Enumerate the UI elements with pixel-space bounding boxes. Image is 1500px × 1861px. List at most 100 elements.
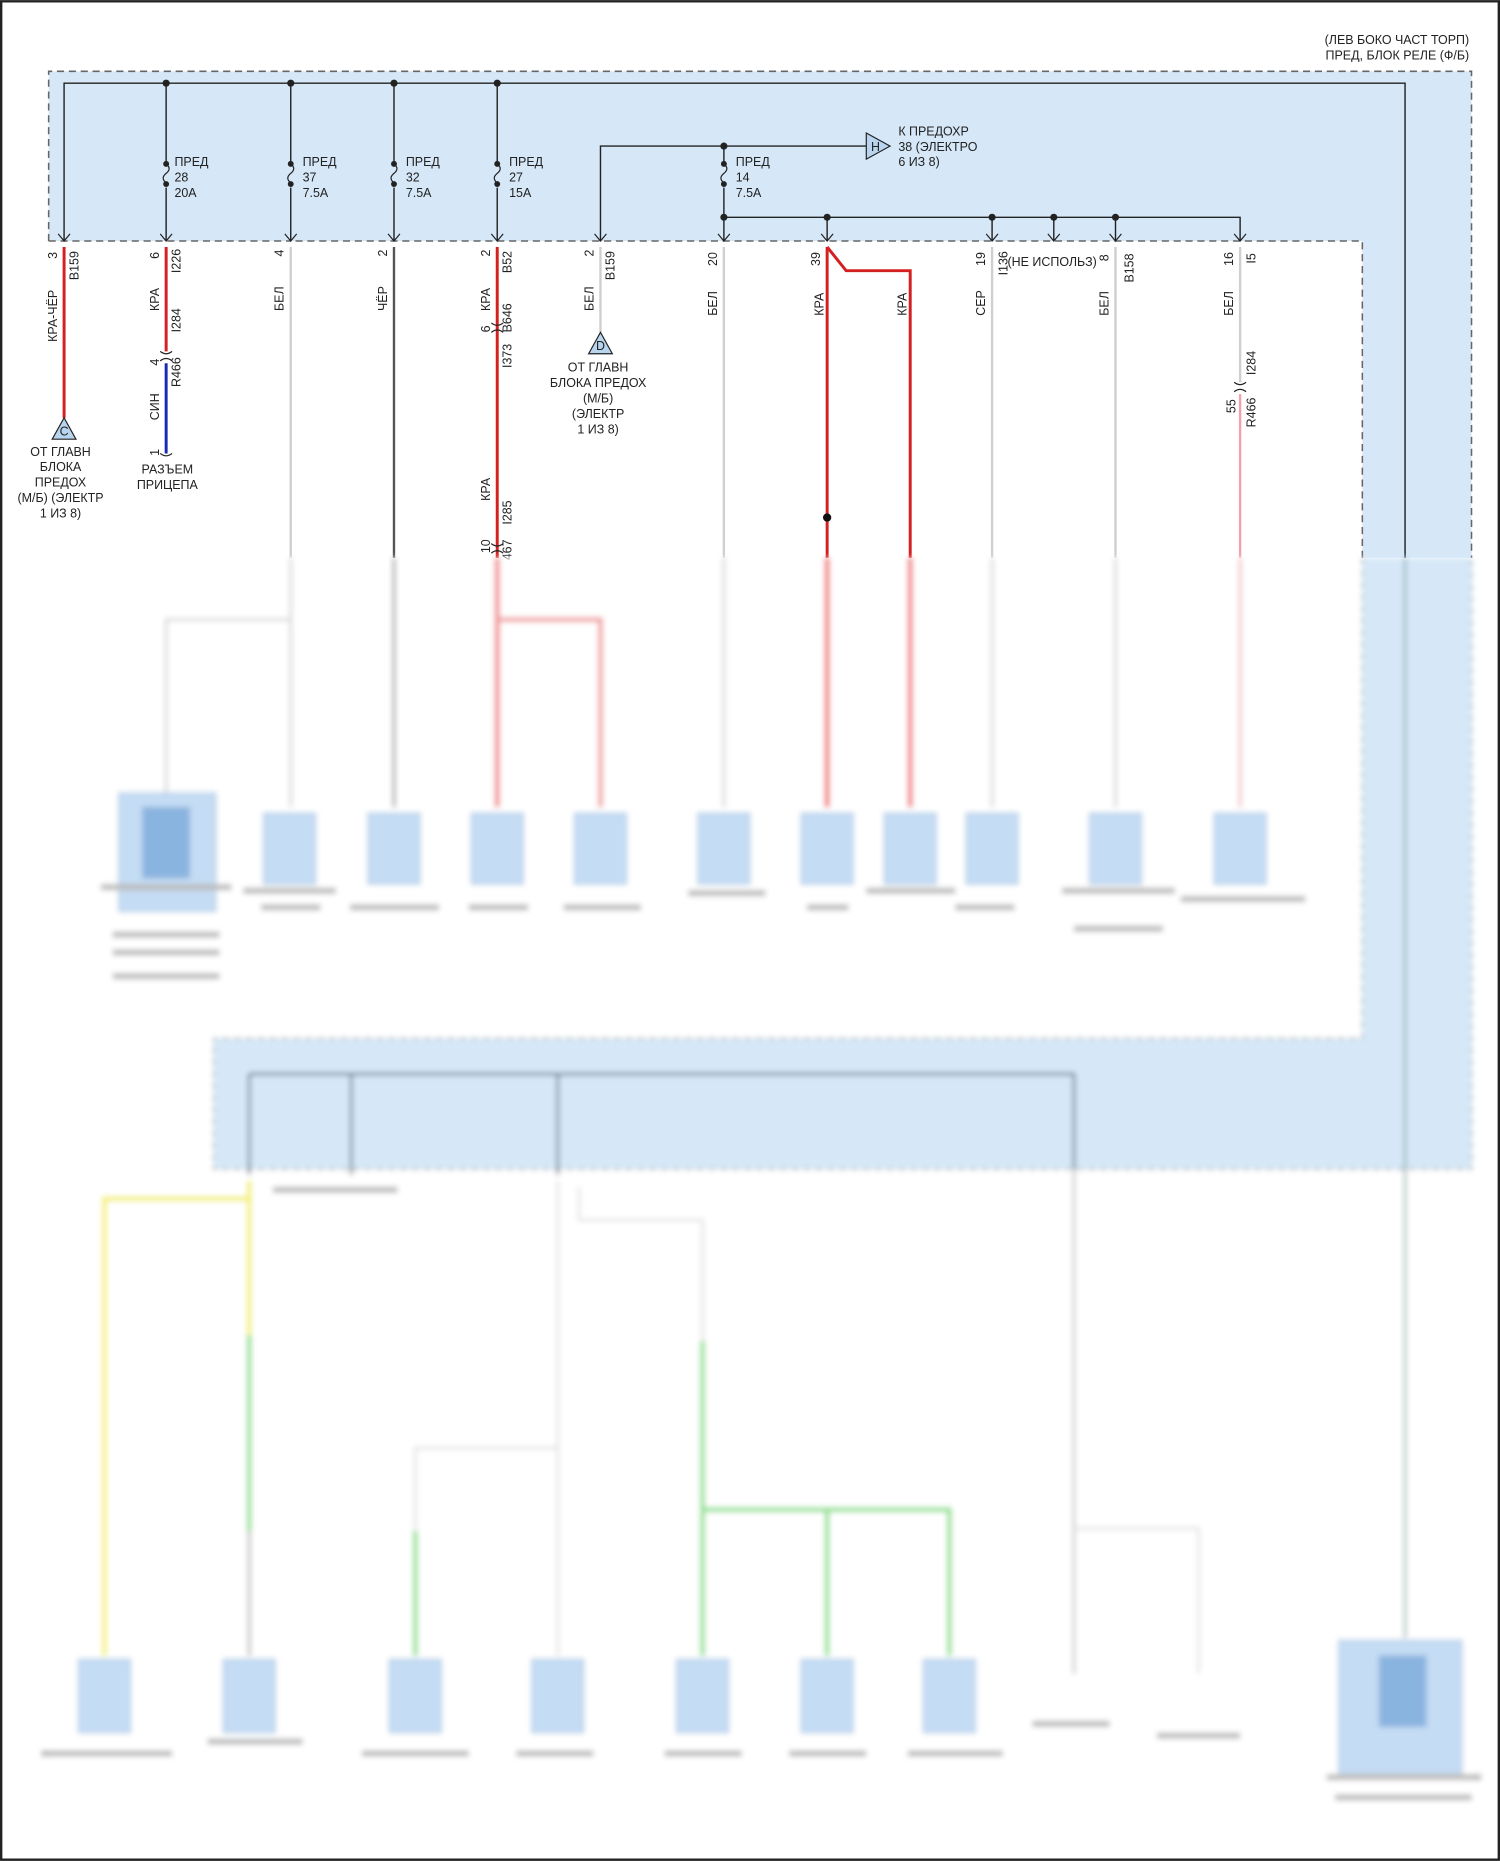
wire-color: ЧЁР	[376, 286, 390, 311]
connector-h-letter: H	[871, 140, 880, 154]
inline-connectors	[159, 322, 1247, 554]
connector-arrows	[57, 233, 1247, 242]
pin-number: 39	[809, 252, 823, 266]
connector-c-text: ОТ ГЛАВН	[30, 445, 91, 459]
connector-h: H К ПРЕДОХР 38 (ЭЛЕКТРО 6 ИЗ 8)	[865, 124, 978, 169]
connector-d-text: БЛОКА ПРЕДОХ	[550, 376, 647, 390]
pin-number: 4	[148, 359, 162, 366]
wire-code: B159	[604, 251, 618, 280]
pin-number: 10	[479, 539, 493, 553]
pin-number: 16	[1222, 252, 1236, 266]
pin-number: 1	[148, 449, 162, 456]
junction-dots	[162, 79, 1120, 221]
pin-number: 3	[46, 252, 60, 259]
connector-h-text: 6 ИЗ 8)	[898, 155, 939, 169]
pin-number: 20	[706, 252, 720, 266]
connector-d: D ОТ ГЛАВН БЛОКА ПРЕДОХ (М/Б) (ЭЛЕКТР 1 …	[550, 331, 647, 436]
wire-color: КРА	[479, 287, 493, 311]
wire-code: R466	[1245, 397, 1259, 427]
fuse-32: ПРЕД 32 7.5A	[389, 155, 440, 200]
wire-color: КРА	[479, 477, 493, 501]
wire-color: БЕЛ	[1097, 291, 1111, 316]
pin-number: 2	[376, 249, 390, 256]
connector-c-text: (М/Б) (ЭЛЕКТР	[17, 491, 103, 505]
connector-c-text: БЛОКА	[40, 460, 82, 474]
trailer-connector: РАЗЪЕМ ПРИЦЕПА	[137, 463, 199, 492]
fuse-number: 28	[174, 171, 188, 185]
wire-color: КРА	[148, 287, 162, 311]
wire-code: I284	[169, 308, 183, 332]
fuse-label: ПРЕД	[736, 155, 771, 169]
block-location: (ЛЕВ БОКО ЧАСТ ТОРП)	[1325, 33, 1470, 47]
wire-code: I226	[169, 249, 183, 273]
wire-code: B158	[1122, 253, 1136, 282]
pin-number: 6	[479, 325, 493, 332]
trailer-text: РАЗЪЕМ	[141, 463, 193, 477]
wire-color: КРА	[896, 292, 910, 316]
wire-code: I373	[500, 344, 514, 368]
connector-c-text: 1 ИЗ 8)	[40, 507, 81, 521]
fuse-27: ПРЕД 27 15A	[492, 155, 544, 200]
wire-color: БЕЛ	[273, 286, 287, 311]
fuse-rating: 7.5A	[736, 186, 762, 200]
block-name: ПРЕД, БЛОК РЕЛЕ (Ф/Б)	[1326, 48, 1470, 62]
wire-color: БЕЛ	[582, 286, 596, 311]
pin-number: 4	[273, 249, 287, 256]
fuse-number: 14	[736, 171, 750, 185]
splice-dot	[822, 513, 832, 522]
wire-code: I285	[500, 500, 514, 524]
blurred-lower-diagram	[41, 557, 1482, 1852]
wire-color: БЕЛ	[706, 291, 720, 316]
wire-code: I5	[1245, 253, 1259, 263]
fuse-28: ПРЕД 28 20A	[161, 155, 209, 200]
relay-block	[47, 70, 1473, 558]
connector-c-text: ПРЕДОХ	[35, 476, 87, 490]
fuse-label: ПРЕД	[406, 155, 441, 169]
wire-color: КРА-ЧЁР	[46, 290, 60, 342]
fuse-rating: 7.5A	[303, 186, 329, 200]
wire-code: B646	[500, 303, 514, 332]
fuse-label: ПРЕД	[174, 155, 209, 169]
wire-code: R466	[169, 357, 183, 387]
connector-d-text: ОТ ГЛАВН	[568, 361, 629, 375]
pin-number: 8	[1097, 254, 1111, 261]
connector-d-text: (ЭЛЕКТР	[572, 407, 624, 421]
connector-d-text: (М/Б)	[583, 391, 613, 405]
wire-color: КРА	[813, 292, 827, 316]
wire-code: B159	[67, 251, 81, 280]
connector-c: C ОТ ГЛАВН БЛОКА ПРЕДОХ (М/Б) (ЭЛЕКТР 1 …	[17, 416, 104, 521]
fuse-rating: 7.5A	[406, 186, 432, 200]
wires	[62, 246, 1242, 558]
wire-code: 467	[500, 539, 514, 560]
connector-d-text: 1 ИЗ 8)	[577, 422, 618, 436]
fuse-rating: 20A	[174, 186, 197, 200]
pin-number: 19	[974, 252, 988, 266]
fuse-number: 27	[509, 171, 523, 185]
trailer-text: ПРИЦЕПА	[137, 478, 199, 492]
wire-code: B52	[500, 251, 514, 273]
wire-code: I136	[997, 251, 1011, 275]
pin-number: 6	[148, 252, 162, 259]
pin-number: 2	[479, 249, 493, 256]
fuse-14: ПРЕД 14 7.5A	[719, 155, 770, 200]
wire-code: I284	[1245, 351, 1259, 375]
fuse-label: ПРЕД	[509, 155, 544, 169]
wire-color: СЕР	[974, 290, 988, 316]
fuse-label: ПРЕД	[303, 155, 338, 169]
fuse-37: ПРЕД 37 7.5A	[285, 155, 338, 200]
not-used-label: (НЕ ИСПОЛЬЗ)	[1008, 255, 1097, 269]
connector-d-letter: D	[596, 339, 605, 353]
wire-color: СИН	[148, 393, 162, 420]
fuse-number: 32	[406, 171, 420, 185]
wire-color: БЕЛ	[1222, 291, 1236, 316]
pin-number: 55	[1224, 399, 1238, 413]
fuse-number: 37	[303, 171, 317, 185]
connector-c-letter: C	[60, 425, 69, 439]
wire-w8-branch	[825, 246, 912, 558]
pin-number: 2	[582, 249, 596, 256]
fuse-rating: 15A	[509, 186, 532, 200]
connector-h-text: К ПРЕДОХР	[898, 124, 968, 138]
connector-h-text: 38 (ЭЛЕКТРО	[898, 140, 977, 154]
